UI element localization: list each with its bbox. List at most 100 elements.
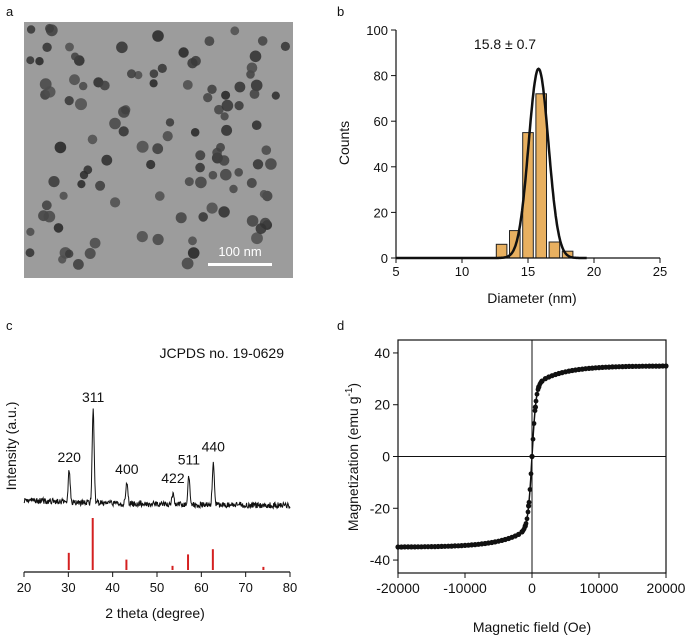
nanoparticle (110, 197, 121, 208)
mag-data-point (528, 471, 534, 477)
xrd-ylabel: Intensity (a.u.) (3, 402, 19, 491)
mag-ytick-label: -20 (370, 500, 390, 516)
nanoparticle (182, 80, 193, 90)
nanoparticle (229, 184, 238, 194)
nanoparticle (265, 158, 277, 170)
histogram-chart: 15.8 ± 0.7 Counts Diameter (nm) 5 10 15 20 2… (336, 23, 667, 306)
nanoparticle (26, 56, 35, 65)
nanoparticle (212, 147, 222, 158)
nanoparticle (184, 177, 194, 187)
nanoparticle (249, 50, 262, 63)
nanoparticle (48, 176, 60, 188)
histogram-xtick-label: 10 (455, 264, 469, 279)
nanoparticle (198, 212, 208, 222)
histogram-bar (548, 241, 561, 259)
nanoparticle (162, 131, 173, 142)
nanoparticle (152, 143, 164, 155)
mag-data-point (532, 404, 539, 410)
nanoparticle (41, 200, 52, 211)
histogram-ytick-label: 40 (374, 160, 388, 175)
panel-label-d: d (337, 318, 344, 333)
histogram-xtick-label: 15 (521, 264, 535, 279)
nanoparticle (26, 25, 36, 34)
nanoparticle (165, 118, 175, 127)
mag-xtick-label: -20000 (376, 580, 420, 596)
mag-ytick-label: -40 (370, 552, 390, 568)
mag-data-point (524, 516, 530, 522)
nanoparticle (271, 91, 280, 100)
nanoparticle (136, 140, 149, 153)
mag-xtick-label: 0 (528, 580, 536, 596)
mag-xlabel: Magnetic field (Oe) (473, 619, 591, 635)
nanoparticle (71, 52, 79, 61)
nanoparticle (99, 80, 110, 91)
nanoparticle (208, 170, 218, 180)
nanoparticle (75, 98, 87, 111)
xrd-xtick-label: 50 (150, 580, 164, 595)
nanoparticle (44, 86, 56, 98)
nanoparticle (77, 180, 86, 189)
nanoparticle (127, 69, 136, 79)
nanoparticle (252, 159, 264, 170)
xrd-peak-label: 511 (178, 452, 201, 468)
nanoparticle (73, 259, 84, 270)
nanoparticle (101, 154, 113, 166)
mag-ylabel-main: Magnetization (emu g (345, 396, 361, 531)
nanoparticle (43, 210, 56, 223)
nanoparticle (58, 255, 67, 264)
nanoparticle (246, 178, 257, 188)
histogram-ytick-label: 0 (381, 251, 388, 266)
nanoparticle (65, 249, 74, 258)
panel-label-b: b (337, 4, 344, 19)
xrd-xlabel: 2 theta (degree) (105, 605, 205, 621)
nanoparticle (221, 90, 231, 100)
xrd-xtick-label: 80 (283, 580, 297, 595)
nanoparticle (257, 36, 268, 46)
mag-data-point (526, 503, 532, 509)
nanoparticle (230, 26, 240, 36)
nanoparticle (152, 30, 164, 42)
nanoparticle (214, 104, 224, 115)
histogram-annotation: 15.8 ± 0.7 (474, 36, 536, 52)
xrd-reference-label: JCPDS no. 19-0629 (159, 345, 284, 361)
nanoparticle (255, 223, 267, 235)
nanoparticle (53, 223, 64, 233)
nanoparticle (206, 202, 218, 214)
nanoparticle (190, 55, 201, 67)
scale-bar (208, 263, 272, 266)
histogram-ylabel: Counts (336, 121, 352, 165)
mag-data-point (539, 378, 545, 384)
nanoparticle (178, 47, 189, 58)
mag-data-point (526, 499, 532, 505)
nanoparticle (250, 79, 263, 92)
mag-data-point (525, 509, 531, 515)
nanoparticle (118, 126, 129, 137)
xrd-peak-label: 422 (161, 470, 185, 486)
nanoparticle (218, 155, 230, 166)
nanoparticle (246, 62, 258, 74)
nanoparticle (134, 71, 143, 80)
nanoparticle (149, 69, 159, 78)
nanoparticle (149, 79, 158, 88)
mag-ylabel: Magnetization (emu g-1) (344, 383, 361, 531)
mag-ytick-label: 40 (374, 345, 390, 361)
nanoparticle (249, 89, 260, 99)
mag-ytick-label: 20 (374, 397, 390, 413)
nanoparticle (95, 180, 106, 191)
histogram-ytick-label: 20 (374, 205, 388, 220)
gaussian-fit-line (396, 67, 587, 260)
mag-data-point (533, 398, 539, 404)
nanoparticle (195, 162, 205, 173)
histogram-ytick-label: 60 (374, 114, 388, 129)
scale-bar-label: 100 nm (218, 244, 261, 259)
histogram-ytick-label: 80 (374, 69, 388, 84)
nanoparticle (221, 99, 234, 112)
nanoparticle (35, 57, 44, 66)
histogram-bar (535, 93, 548, 259)
nanoparticle (26, 227, 35, 236)
tem-particles (25, 23, 290, 270)
nanoparticle (251, 232, 263, 245)
nanoparticle (203, 93, 213, 103)
xrd-xtick-label: 20 (17, 580, 31, 595)
nanoparticle (118, 106, 130, 118)
